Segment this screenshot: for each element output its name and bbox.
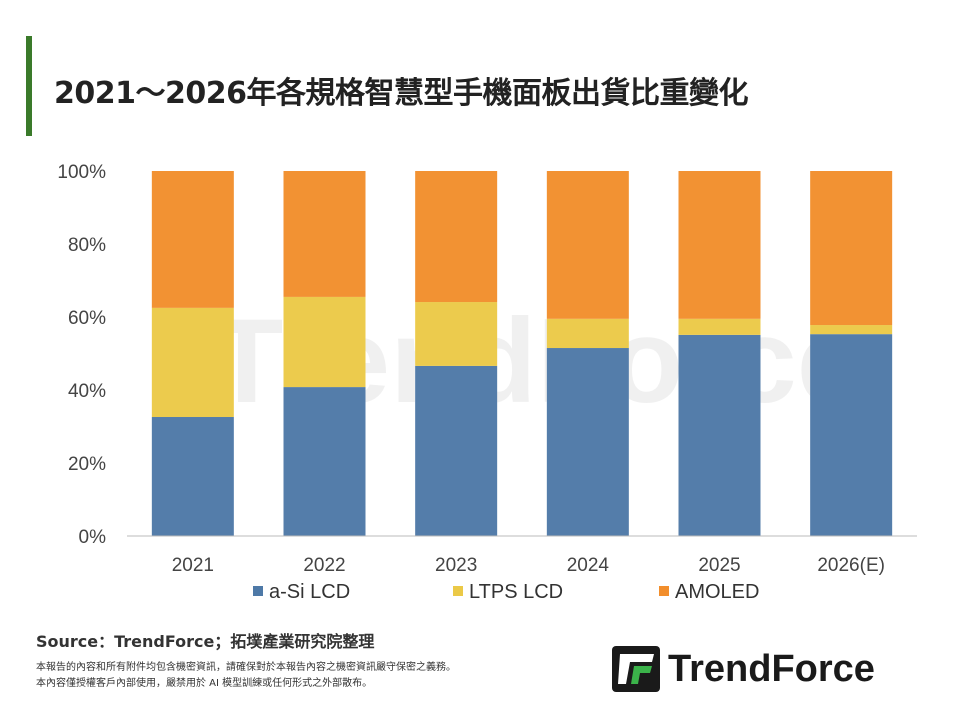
source-text: Source：TrendForce；拓墣產業研究院整理 bbox=[36, 632, 375, 651]
bar-a-si-lcd-2021 bbox=[151, 417, 234, 536]
x-tick-label: 2025 bbox=[698, 555, 740, 576]
legend-swatch bbox=[253, 586, 263, 596]
x-tick-label: 2022 bbox=[303, 555, 345, 576]
x-tick-label: 2026(E) bbox=[817, 555, 885, 576]
y-tick-label: 40% bbox=[68, 381, 106, 402]
legend-swatch bbox=[453, 586, 463, 596]
legend-swatch bbox=[659, 586, 669, 596]
bar-ltps-lcd-2023 bbox=[415, 302, 498, 366]
bar-ltps-lcd-2025 bbox=[678, 318, 761, 335]
bar-a-si-lcd-2023 bbox=[415, 365, 498, 536]
bar-ltps-lcd-2022 bbox=[283, 296, 366, 388]
disclaimer-line-1: 本報告的內容和所有附件均包含機密資訊，請確保對於本報告內容之機密資訊嚴守保密之義… bbox=[36, 662, 456, 673]
bar-amoled-2026(E) bbox=[810, 171, 893, 326]
legend-label: LTPS LCD bbox=[469, 581, 563, 603]
bar-a-si-lcd-2024 bbox=[546, 348, 629, 536]
bar-a-si-lcd-2025 bbox=[678, 334, 761, 536]
logo-icon bbox=[612, 646, 660, 692]
y-tick-label: 20% bbox=[68, 454, 106, 475]
legend-label: AMOLED bbox=[675, 581, 759, 603]
x-tick-label: 2024 bbox=[567, 555, 610, 576]
y-tick-label: 80% bbox=[68, 235, 106, 256]
bar-a-si-lcd-2026(E) bbox=[810, 334, 893, 536]
x-tick-label: 2023 bbox=[435, 555, 477, 576]
y-tick-label: 60% bbox=[68, 308, 106, 329]
bar-amoled-2023 bbox=[415, 171, 498, 303]
bar-ltps-lcd-2021 bbox=[151, 307, 234, 418]
bar-ltps-lcd-2026(E) bbox=[810, 325, 893, 335]
y-tick-label: 0% bbox=[79, 527, 107, 548]
disclaimer-line-2: 本內容僅授權客戶內部使用，嚴禁用於 AI 模型訓練或任何形式之外部散布。 bbox=[36, 678, 373, 689]
bar-ltps-lcd-2024 bbox=[546, 318, 629, 349]
bar-amoled-2022 bbox=[283, 171, 366, 297]
bar-amoled-2024 bbox=[546, 171, 629, 319]
chart-title: 2021～2026年各規格智慧型手機面板出貨比重變化 bbox=[54, 76, 749, 111]
y-tick-label: 100% bbox=[57, 162, 106, 183]
accent-bar bbox=[26, 36, 32, 136]
legend-label: a-Si LCD bbox=[269, 581, 350, 603]
bar-amoled-2021 bbox=[151, 171, 234, 308]
logo-text: TrendForce bbox=[668, 647, 875, 690]
bar-amoled-2025 bbox=[678, 171, 761, 319]
bar-a-si-lcd-2022 bbox=[283, 387, 366, 536]
x-tick-label: 2021 bbox=[172, 555, 214, 576]
trendforce-logo: TrendForce bbox=[612, 646, 875, 692]
